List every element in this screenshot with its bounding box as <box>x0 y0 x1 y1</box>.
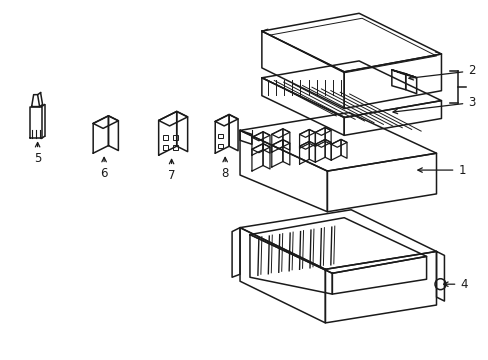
Bar <box>163 145 167 150</box>
Text: 1: 1 <box>417 163 465 176</box>
Bar <box>218 144 223 148</box>
Bar <box>172 135 177 140</box>
Bar <box>163 135 167 140</box>
Bar <box>172 145 177 150</box>
Text: 6: 6 <box>100 157 108 180</box>
Text: 3: 3 <box>392 96 475 114</box>
Text: 8: 8 <box>221 157 228 180</box>
Text: 2: 2 <box>408 64 475 80</box>
Text: 5: 5 <box>34 143 41 165</box>
Text: 4: 4 <box>443 278 467 291</box>
Text: 7: 7 <box>167 159 175 182</box>
Bar <box>218 134 223 138</box>
